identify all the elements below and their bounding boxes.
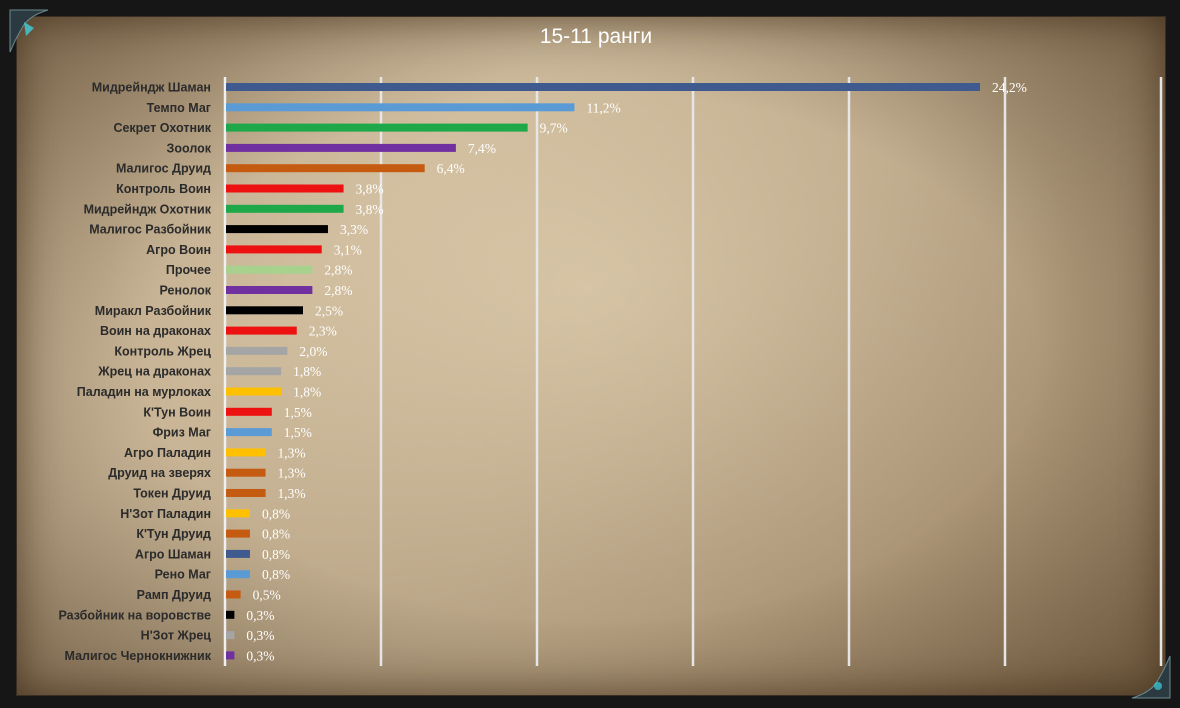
value-label-19: 1,3% bbox=[278, 466, 306, 481]
category-label-7: Малигос Разбойник bbox=[89, 223, 212, 237]
value-label-12: 2,3% bbox=[309, 324, 337, 339]
value-label-26: 0,3% bbox=[246, 608, 274, 623]
category-labels: Мидрейндж Шаман Темпо Маг Секрет Охотник Зо… bbox=[58, 81, 211, 663]
bar-20 bbox=[226, 489, 266, 497]
category-label-24: Рено Маг bbox=[155, 568, 211, 582]
category-label-2: Секрет Охотник bbox=[113, 121, 211, 135]
category-label-9: Прочее bbox=[166, 263, 211, 277]
category-label-23: Агро Шаман bbox=[135, 547, 211, 561]
parchment-background bbox=[16, 16, 1166, 696]
value-label-1: 11,2% bbox=[586, 100, 620, 115]
value-label-23: 0,8% bbox=[262, 547, 290, 562]
gridlines bbox=[223, 77, 1163, 666]
value-label-14: 1,8% bbox=[293, 364, 321, 379]
bar-2 bbox=[226, 123, 528, 132]
bar-9 bbox=[226, 265, 313, 274]
value-label-10: 2,8% bbox=[324, 283, 352, 298]
category-label-25: Рамп Друид bbox=[137, 588, 211, 602]
category-label-11: Миракл Разбойник bbox=[95, 304, 212, 318]
bar-14 bbox=[226, 367, 282, 376]
category-label-12: Воин на драконах bbox=[100, 324, 211, 338]
value-label-8: 3,1% bbox=[334, 242, 362, 257]
bar-13 bbox=[226, 346, 288, 355]
category-label-22: К'Тун Друид bbox=[136, 527, 211, 541]
category-label-17: Фриз Маг bbox=[153, 426, 211, 440]
bar-10 bbox=[226, 286, 313, 294]
value-labels: 24,2% 11,2% 9,7% 7,4%6,4% 3,8% 3,8% 3,3% 3,1% 2,… bbox=[246, 80, 1027, 663]
category-label-3: Зоолок bbox=[167, 141, 212, 155]
category-label-6: Мидрейндж Охотник bbox=[84, 202, 212, 216]
value-label-18: 1,3% bbox=[278, 445, 306, 460]
bar-5 bbox=[226, 184, 344, 193]
value-label-16: 1,5% bbox=[284, 405, 312, 420]
value-label-4: 6,4% bbox=[437, 161, 465, 176]
value-label-20: 1,3% bbox=[278, 486, 306, 501]
category-label-16: К'Тун Воин bbox=[143, 405, 211, 419]
value-label-6: 3,8% bbox=[356, 202, 384, 217]
bar-18 bbox=[226, 448, 266, 457]
value-label-25: 0,5% bbox=[253, 588, 281, 603]
value-label-28: 0,3% bbox=[246, 648, 274, 663]
bar-1 bbox=[226, 103, 575, 112]
category-label-1: Темпо Маг bbox=[147, 101, 211, 115]
value-label-2: 9,7% bbox=[540, 121, 568, 136]
value-label-27: 0,3% bbox=[246, 628, 274, 643]
bar-17 bbox=[226, 428, 272, 437]
bar-22 bbox=[226, 529, 250, 538]
bar-12 bbox=[226, 326, 297, 335]
value-label-17: 1,5% bbox=[284, 425, 312, 440]
category-label-10: Ренолок bbox=[159, 284, 211, 298]
bar-21 bbox=[226, 509, 250, 518]
value-label-11: 2,5% bbox=[315, 303, 343, 318]
bar-8 bbox=[226, 245, 322, 254]
bar-3 bbox=[226, 143, 456, 152]
category-label-15: Паладин на мурлоках bbox=[77, 385, 211, 399]
value-label-5: 3,8% bbox=[356, 182, 384, 197]
category-label-18: Агро Паладин bbox=[124, 446, 211, 460]
bar-0 bbox=[226, 83, 981, 91]
category-label-13: Контроль Жрец bbox=[114, 344, 211, 358]
bar-19 bbox=[226, 468, 266, 477]
category-label-4: Малигос Друид bbox=[116, 162, 211, 176]
value-label-15: 1,8% bbox=[293, 385, 321, 400]
category-label-27: Н'Зот Жрец bbox=[141, 629, 212, 643]
bar-25 bbox=[226, 590, 241, 599]
bar-16 bbox=[226, 407, 272, 416]
bar-24 bbox=[226, 570, 250, 579]
bar-15 bbox=[226, 387, 282, 396]
value-label-24: 0,8% bbox=[262, 567, 290, 582]
bar-4 bbox=[226, 164, 425, 173]
bar-6 bbox=[226, 204, 344, 213]
bar-27 bbox=[226, 631, 235, 640]
category-label-19: Друид на зверях bbox=[108, 466, 211, 480]
bar-11 bbox=[226, 306, 303, 315]
bar-28 bbox=[226, 651, 235, 660]
category-label-20: Токен Друид bbox=[133, 487, 211, 501]
value-label-9: 2,8% bbox=[324, 263, 352, 278]
bar-7 bbox=[226, 225, 328, 234]
value-label-22: 0,8% bbox=[262, 527, 290, 542]
bar-26 bbox=[226, 610, 235, 619]
category-label-21: Н'Зот Паладин bbox=[120, 507, 211, 521]
bar-23 bbox=[226, 549, 250, 558]
value-label-3: 7,4% bbox=[468, 141, 496, 156]
category-label-0: Мидрейндж Шаман bbox=[92, 81, 211, 95]
corner-ornament-top-left-icon bbox=[9, 9, 49, 53]
value-label-13: 2,0% bbox=[299, 344, 327, 359]
category-label-5: Контроль Воин bbox=[116, 182, 211, 196]
category-label-8: Агро Воин bbox=[146, 243, 211, 257]
value-label-21: 0,8% bbox=[262, 506, 290, 521]
category-label-28: Малигос Чернокнижник bbox=[65, 649, 212, 663]
bars bbox=[226, 83, 981, 660]
value-label-7: 3,3% bbox=[340, 222, 368, 237]
category-label-14: Жрец на драконах bbox=[97, 365, 211, 379]
value-label-0: 24,2% bbox=[992, 80, 1027, 95]
corner-ornament-bottom-right-icon bbox=[1131, 655, 1171, 699]
chart-title: 15-11 ранги bbox=[540, 25, 652, 48]
category-label-26: Разбойник на воровстве bbox=[58, 608, 211, 622]
